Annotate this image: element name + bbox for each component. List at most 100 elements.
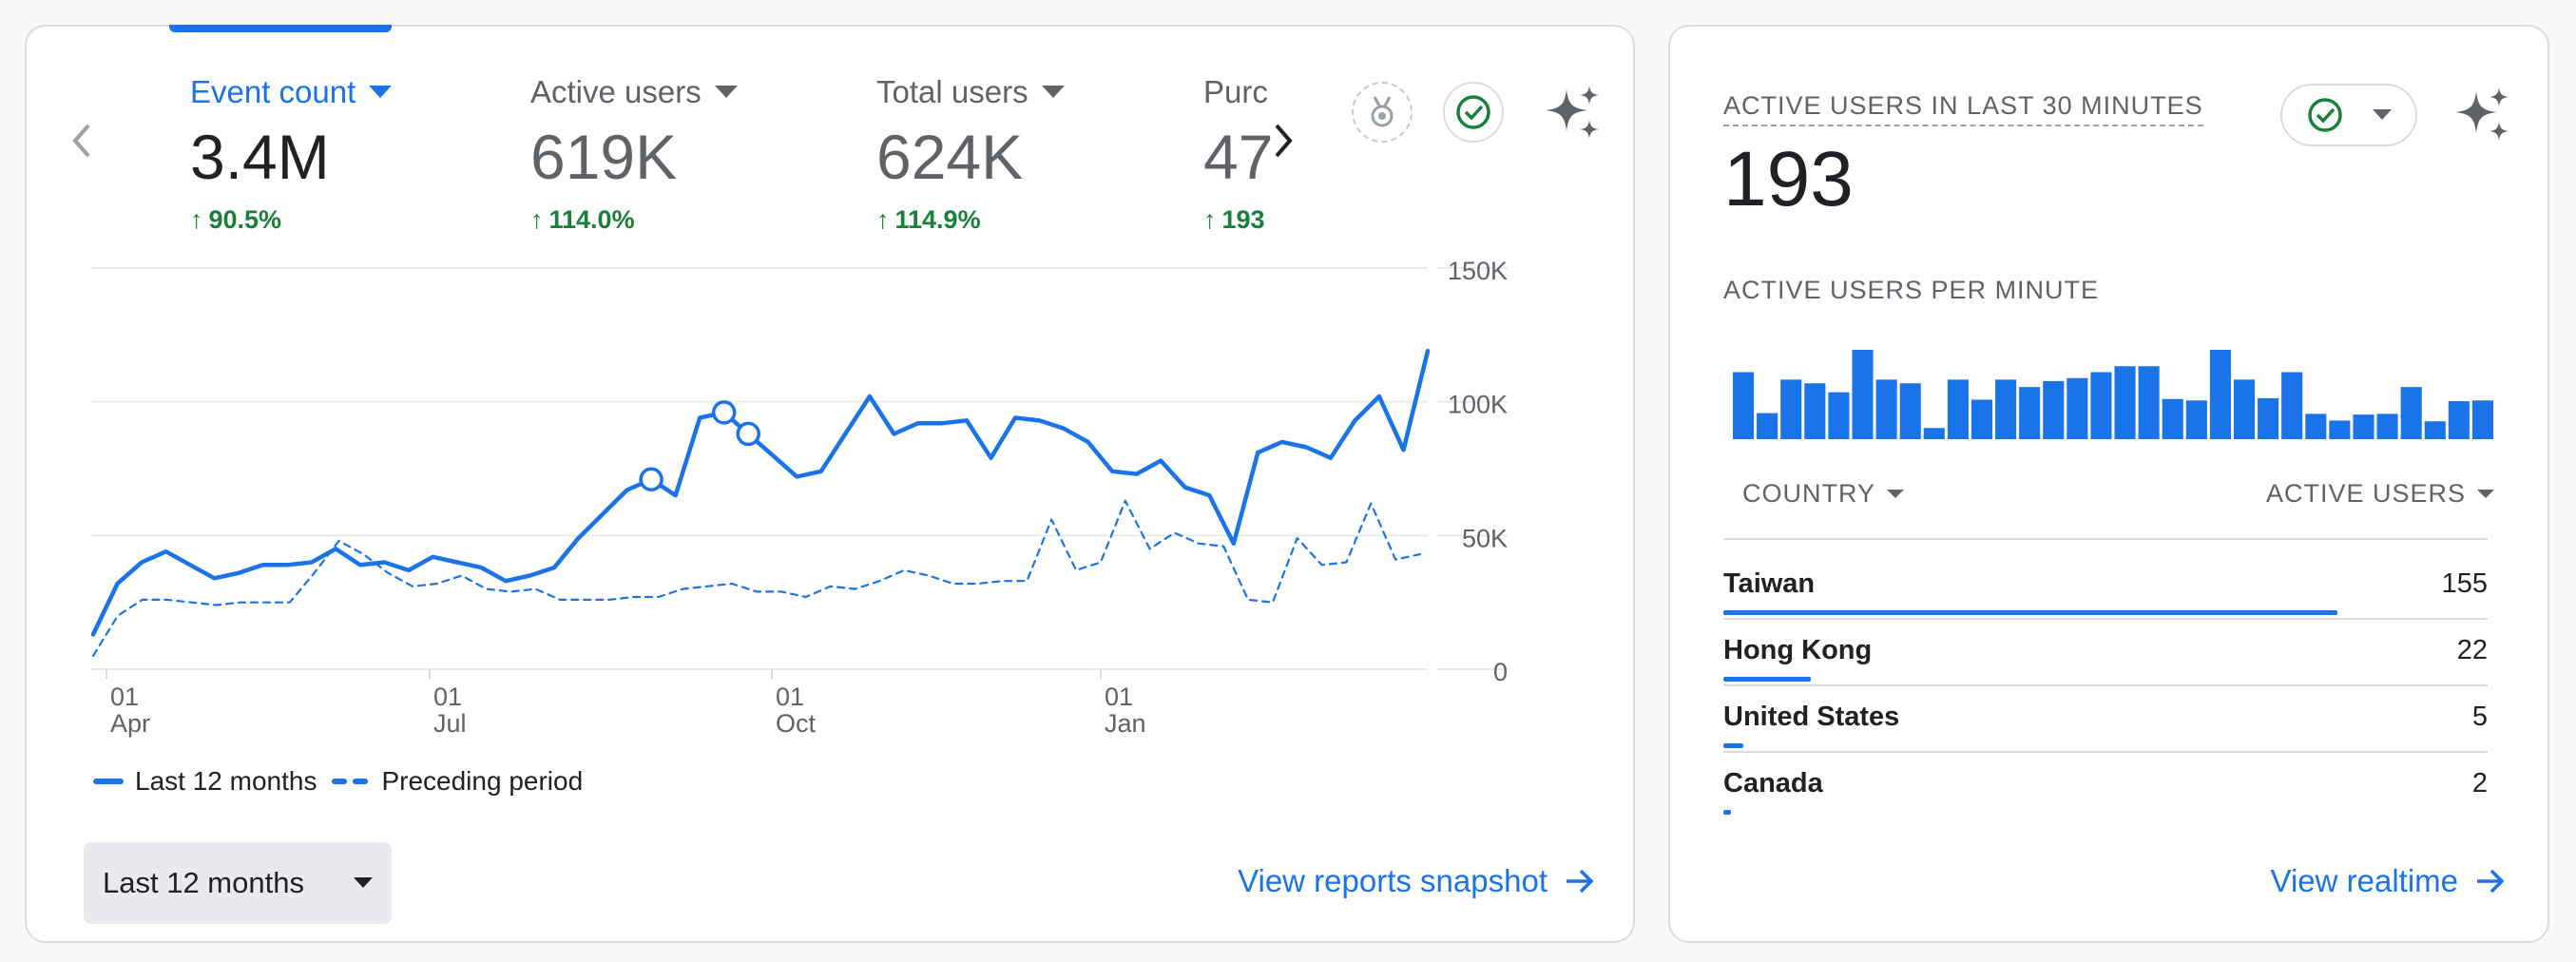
minute-bar[interactable] [2329,420,2351,439]
metric-tab-total-users[interactable]: Total users 624K ↑ 114.9% [876,74,1065,283]
chevron-right-icon[interactable] [1255,112,1312,169]
minute-bar[interactable] [2448,401,2470,439]
minute-bar[interactable] [1995,379,2017,439]
table-divider [1723,618,2488,620]
country-share-bar [1723,610,2337,615]
x-tick-month: Oct [776,709,817,738]
metric-change: 114.0% [548,205,635,234]
table-row[interactable]: Canada 2 [1723,751,2488,818]
minute-bar[interactable] [1852,350,1874,439]
minute-bar[interactable] [2400,387,2422,439]
minute-bar[interactable] [1899,383,1921,439]
legend-label-current: Last 12 months [135,766,317,796]
minute-bar[interactable] [1757,413,1778,439]
date-range-dropdown[interactable]: Last 12 months [84,842,392,924]
annotation-marker[interactable] [711,400,737,425]
minute-bar[interactable] [1923,428,1945,439]
minute-bar[interactable] [2305,414,2327,439]
chevron-left-icon[interactable] [53,112,110,169]
metric-tab-event-count[interactable]: Event count 3.4M ↑ 90.5% [190,74,393,283]
y-tick-label: 0 [1493,658,1508,686]
minute-bar[interactable] [2067,377,2088,439]
realtime-active-users-value: 193 [1723,136,1854,222]
metric-change: 193 [1221,205,1265,234]
caret-down-icon [2477,489,2494,498]
x-tick-month: Apr [110,709,150,738]
link-label: View realtime [2270,863,2458,898]
view-reports-snapshot-link[interactable]: View reports snapshot [1238,863,1595,899]
active-tab-indicator [169,25,392,32]
minute-bar[interactable] [2019,387,2041,439]
minute-bar[interactable] [2185,400,2207,439]
arrow-up-icon: ↑ [190,205,203,234]
x-tick-day: 01 [110,683,139,711]
minute-bar[interactable] [2353,414,2374,439]
legend-item-current: Last 12 months [93,766,317,797]
minute-bar[interactable] [2114,366,2136,439]
view-realtime-link[interactable]: View realtime [2271,863,2506,899]
table-divider [1723,751,2488,753]
metric-tab-purchases[interactable]: Purc 47 ↑ 193 [1203,74,1272,283]
metric-tab-active-users[interactable]: Active users 619K ↑ 114.0% [530,74,738,283]
column-header-label: COUNTRY [1742,479,1876,508]
annotation-marker[interactable] [639,467,663,492]
country-count: 155 [2441,568,2488,599]
link-label: View reports snapshot [1238,863,1548,898]
minute-bar[interactable] [2471,400,2493,439]
country-name: Hong Kong [1723,635,1873,665]
table-row[interactable]: Taiwan 155 [1723,551,2488,618]
check-circle-icon [2308,98,2342,132]
minute-bar[interactable] [2043,380,2065,439]
table-divider [1723,684,2488,686]
series-line-preceding-period [91,499,1422,657]
column-header-active-users[interactable]: ACTIVE USERS [2266,479,2494,509]
minute-bar[interactable] [1947,379,1969,439]
realtime-title[interactable]: ACTIVE USERS IN LAST 30 MINUTES [1723,91,2203,126]
minute-bar[interactable] [1780,379,1802,439]
minute-bar[interactable] [2209,350,2231,439]
per-minute-bar-chart [1733,350,2493,440]
annotation-marker[interactable] [736,421,760,447]
minute-bar[interactable] [1733,372,1755,440]
country-share-bar [1723,810,1732,815]
x-tick-month: Jan [1105,709,1146,738]
caret-down-icon [2373,109,2392,120]
minute-bar[interactable] [2424,421,2446,439]
legend-label-previous: Preceding period [381,766,584,796]
metric-change: 90.5% [208,205,282,234]
per-minute-label: ACTIVE USERS PER MINUTE [1723,276,2100,304]
column-header-country[interactable]: COUNTRY [1742,479,1905,509]
caret-down-icon [354,877,373,888]
comparison-check-dropdown[interactable] [2280,84,2417,146]
metric-label: Purc [1203,74,1268,109]
minute-bar[interactable] [1875,379,1897,439]
caret-down-icon [1041,86,1065,98]
award-badge-icon[interactable] [1352,82,1413,143]
check-circle-icon[interactable] [1443,82,1504,143]
solid-line-swatch [93,779,124,784]
minute-bar[interactable] [1828,392,1850,439]
x-tick-day: 01 [433,683,462,711]
minute-bar[interactable] [2090,372,2112,440]
minute-bar[interactable] [1970,399,1993,439]
table-row[interactable]: United States 5 [1723,684,2488,751]
country-name: Taiwan [1723,568,1816,599]
series-line-last-12-months [90,348,1431,637]
minute-bar[interactable] [2281,372,2303,440]
metric-tabs: Event count 3.4M ↑ 90.5% Active users 619… [162,74,1272,293]
country-count: 5 [2471,702,2488,732]
minute-bar[interactable] [1804,383,1826,439]
minute-bar[interactable] [2376,414,2398,439]
sparkle-icon[interactable] [2451,84,2512,144]
sparkle-icon[interactable] [1542,82,1603,143]
minute-bar[interactable] [2162,398,2183,439]
metric-label: Event count [190,74,356,109]
caret-down-icon [1887,489,1905,498]
arrow-right-icon [2477,869,2505,894]
caret-down-icon [369,86,393,98]
country-share-bar [1723,743,1743,748]
minute-bar[interactable] [2258,397,2279,439]
minute-bar[interactable] [2138,366,2160,439]
table-row[interactable]: Hong Kong 22 [1723,618,2488,684]
minute-bar[interactable] [2233,379,2256,439]
